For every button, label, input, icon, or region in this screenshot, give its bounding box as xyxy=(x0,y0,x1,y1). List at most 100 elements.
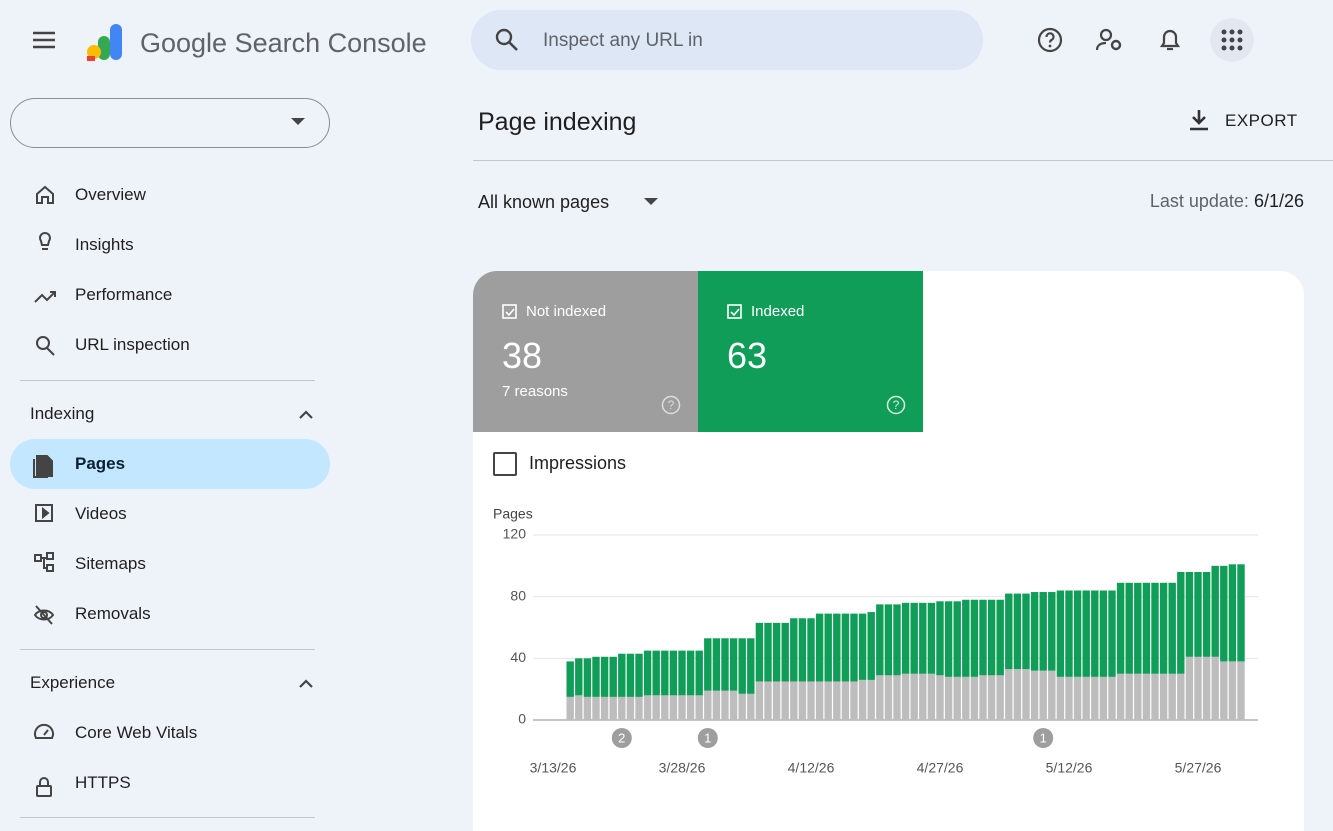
nav-item[interactable]: Sitemaps xyxy=(75,554,146,573)
bar-segment xyxy=(1168,582,1176,674)
menu-button[interactable] xyxy=(30,28,58,52)
bar-segment xyxy=(738,693,746,720)
annotation-label: 2 xyxy=(618,730,625,745)
bar-segment xyxy=(893,675,901,720)
nav-item[interactable]: Performance xyxy=(75,285,173,304)
bar-segment xyxy=(1220,565,1228,662)
page-title: Page indexing xyxy=(478,108,637,136)
bar-segment xyxy=(738,638,746,694)
bar-segment xyxy=(695,650,703,696)
bar-segment xyxy=(824,613,832,682)
bar-segment xyxy=(609,656,617,697)
bar-segment xyxy=(772,622,781,682)
bar-segment xyxy=(1039,592,1047,671)
bar-segment xyxy=(764,681,772,720)
bar-segment xyxy=(652,650,660,696)
help-button[interactable] xyxy=(1036,26,1064,54)
bar-segment xyxy=(996,599,1004,676)
section-carets xyxy=(299,410,313,688)
bar-segment xyxy=(927,602,936,674)
export-button[interactable]: EXPORT xyxy=(1225,111,1298,130)
bar-segment xyxy=(618,696,626,720)
bar-segment xyxy=(686,695,695,720)
y-tick-label: 0 xyxy=(518,711,526,727)
bar-segment xyxy=(962,599,970,677)
bar-segment xyxy=(1099,676,1108,720)
impressions-checkbox[interactable] xyxy=(493,452,517,476)
bar-segment xyxy=(695,695,703,720)
x-tick-label: 4/27/26 xyxy=(917,760,964,776)
bar-segment xyxy=(1116,582,1125,674)
y-axis-label: Pages xyxy=(493,506,533,522)
card-label: Indexed xyxy=(751,303,805,320)
bar-segment xyxy=(841,613,850,682)
bar-segment xyxy=(669,650,678,696)
card-checkbox xyxy=(727,304,742,319)
bar-segment xyxy=(1125,673,1133,720)
bar-segment xyxy=(1030,670,1039,720)
bar-segment xyxy=(841,681,850,720)
bar-segment xyxy=(1168,673,1176,720)
notifications-button[interactable] xyxy=(1157,26,1183,54)
bar-segment xyxy=(979,599,987,676)
nav-section-title[interactable]: Experience xyxy=(30,673,116,692)
search-box[interactable] xyxy=(471,10,983,70)
admin-button[interactable] xyxy=(1095,26,1125,54)
nav-item[interactable]: Pages xyxy=(75,454,126,473)
nav-item[interactable]: HTTPS xyxy=(75,773,131,792)
bar-segment xyxy=(919,602,927,674)
bar-segment xyxy=(1073,676,1082,720)
divider xyxy=(20,380,315,381)
bar-segment xyxy=(953,601,961,677)
nav-item[interactable]: Core Web Vitals xyxy=(75,723,198,742)
bar-segment xyxy=(712,638,721,691)
indexed-card[interactable]: Indexed 63 ? xyxy=(698,271,923,432)
annotation-marker[interactable] xyxy=(611,728,632,748)
bar-segment xyxy=(1125,582,1133,674)
bar-segment xyxy=(1065,590,1073,677)
nav-item[interactable]: URL inspection xyxy=(75,335,190,354)
nav-item[interactable]: Insights xyxy=(75,235,134,254)
bar-segment xyxy=(927,673,936,720)
annotation-marker[interactable] xyxy=(697,728,718,748)
bar-segment xyxy=(1177,572,1185,674)
bar-segment xyxy=(798,618,807,682)
not-indexed-card[interactable]: Not indexed 38 7 reasons ? xyxy=(473,271,698,432)
annotation-marker[interactable] xyxy=(1033,728,1054,748)
page-filter[interactable]: All known pages xyxy=(478,192,610,212)
x-tick-label: 3/28/26 xyxy=(659,760,706,776)
bar-segment xyxy=(936,601,944,676)
bar-segment xyxy=(592,696,600,720)
bar-segment xyxy=(678,695,686,720)
last-update-date: 6/1/26 xyxy=(1253,191,1304,211)
bar-segment xyxy=(858,679,867,720)
card-checkbox xyxy=(502,304,517,319)
bar-segment xyxy=(833,613,841,682)
nav-section-title[interactable]: Indexing xyxy=(30,404,95,423)
property-selector[interactable] xyxy=(10,98,330,148)
bar-segment xyxy=(1091,676,1099,720)
bar-segment xyxy=(798,681,807,720)
bar-segment xyxy=(721,638,729,691)
card-help[interactable]: ? xyxy=(886,395,906,415)
bar-segment xyxy=(626,653,635,697)
bar-segment xyxy=(1159,582,1168,674)
svg-text:?: ? xyxy=(893,398,900,412)
chart: Pages 0 40 80 120 3/13/26 3/28/26 4/12/26 4/27/… xyxy=(493,506,1258,776)
nav-item[interactable]: Removals xyxy=(75,604,151,623)
bar-segment xyxy=(618,653,626,697)
bar-segment xyxy=(1099,590,1108,677)
y-tick-label: 80 xyxy=(510,587,526,603)
bar-segment xyxy=(712,690,721,720)
nav-item[interactable]: Videos xyxy=(75,504,127,523)
nav-item[interactable]: Overview xyxy=(75,185,146,204)
bar-segment xyxy=(893,604,901,676)
bar-segment xyxy=(815,613,824,682)
bar-segment xyxy=(1108,676,1116,720)
impressions-label[interactable]: Impressions xyxy=(529,453,627,473)
last-update-label: Last update: xyxy=(1149,191,1249,211)
bar-segment xyxy=(910,602,918,674)
card-help[interactable]: ? xyxy=(661,395,681,415)
bar-segment xyxy=(635,653,643,697)
bar-segment xyxy=(583,658,592,697)
